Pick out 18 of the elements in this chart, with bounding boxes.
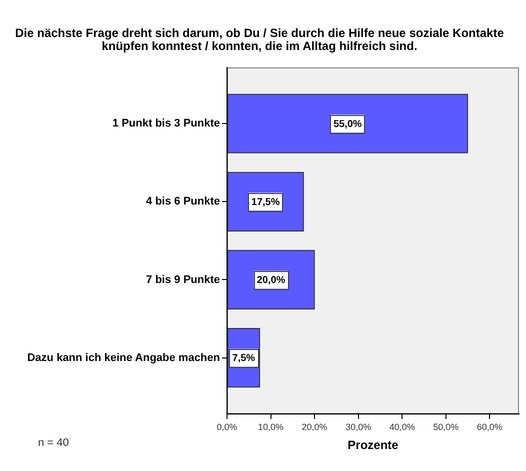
x-tick-label: 10,0%: [258, 422, 284, 432]
data-label: 55,0%: [333, 118, 362, 130]
data-label: 17,5%: [251, 196, 280, 208]
x-tick-label: 0,0%: [216, 422, 238, 432]
data-label: 20,0%: [256, 274, 286, 286]
chart-title: Die nächste Frage dreht sich darum, ob Du / Sie durch die Hilfe neue soziale Kontakte knüpfen konntest / konnten, die im Alltag hilfreich sind.: [15, 26, 504, 54]
x-tick-label: 50,0%: [433, 422, 459, 432]
text: n = 40: [38, 437, 69, 450]
x-tick-label: 60,0%: [476, 422, 502, 432]
y-tick-label: Dazu kann ich keine Angabe machen: [27, 352, 220, 364]
y-tick-label: 4 bis 6 Punkte: [146, 196, 220, 208]
x-tick-label: 30,0%: [346, 422, 372, 432]
x-tick-label: 20,0%: [302, 422, 328, 432]
x-axis-title: Prozente: [348, 438, 399, 452]
data-label: 7,5%: [232, 353, 256, 364]
x-tick-label: 40,0%: [389, 422, 415, 432]
y-tick-label: 7 bis 9 Punkte: [146, 274, 220, 286]
y-tick-label: 1 Punkt bis 3 Punkte: [112, 118, 220, 130]
